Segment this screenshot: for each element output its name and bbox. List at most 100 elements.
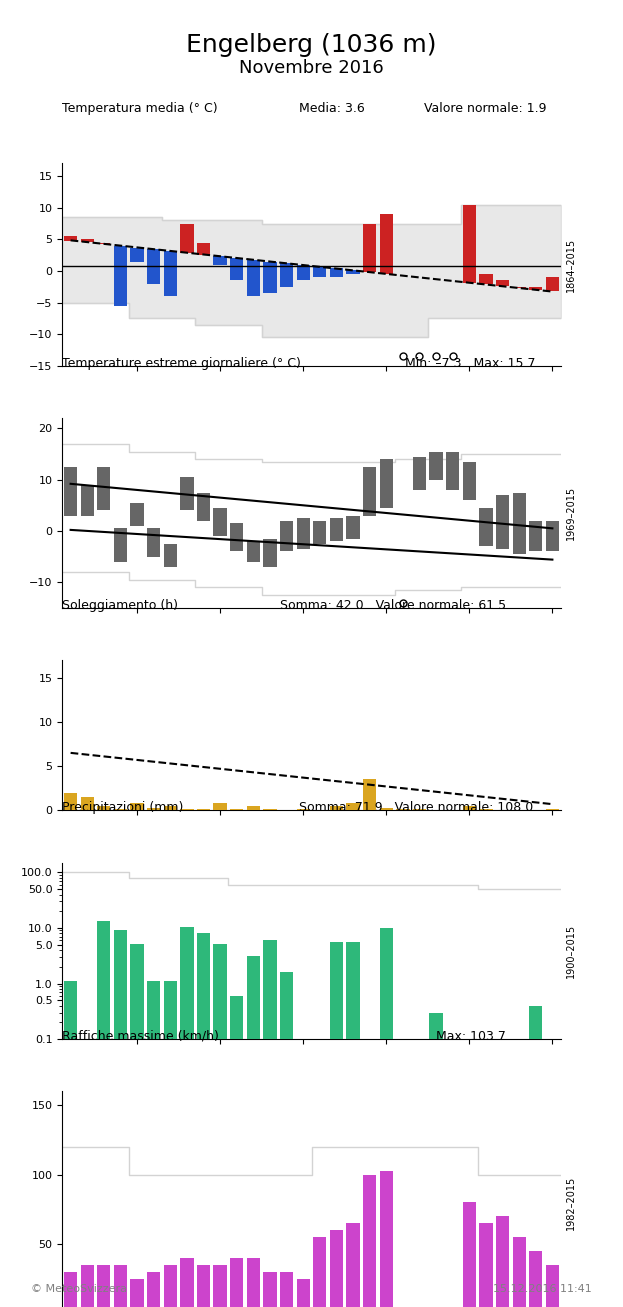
Bar (230, 259, 244, 281)
Bar (363, 779, 376, 810)
Bar (214, 804, 227, 810)
Bar (164, 251, 177, 297)
Bar (97, 467, 110, 511)
Bar (413, 809, 426, 810)
Bar (180, 1259, 194, 1307)
Bar (97, 921, 110, 1039)
Bar (147, 808, 160, 810)
Bar (529, 286, 543, 290)
Bar (463, 204, 476, 284)
Bar (64, 237, 77, 240)
Text: Valore normale: 1.9: Valore normale: 1.9 (424, 102, 546, 115)
Bar (130, 503, 144, 525)
Text: Somma: 42.0   Valore normale: 61.5: Somma: 42.0 Valore normale: 61.5 (280, 599, 506, 612)
Bar (546, 277, 559, 291)
Bar (214, 256, 227, 265)
Bar (180, 477, 194, 511)
Bar (479, 1223, 493, 1307)
Bar (247, 541, 260, 562)
Bar (346, 942, 359, 1039)
Bar (147, 982, 160, 1039)
Bar (496, 1217, 509, 1307)
Bar (64, 1272, 77, 1307)
Bar (264, 538, 277, 567)
Bar (214, 944, 227, 1039)
Bar (264, 1272, 277, 1307)
Bar (164, 982, 177, 1039)
Text: 1900–2015: 1900–2015 (566, 924, 576, 978)
Bar (513, 493, 526, 554)
Bar (264, 940, 277, 1039)
Bar (463, 461, 476, 501)
Bar (64, 792, 77, 810)
Bar (230, 1259, 244, 1307)
Bar (463, 806, 476, 810)
Text: Max: 103.7: Max: 103.7 (436, 1030, 506, 1043)
Bar (346, 1223, 359, 1307)
Text: 1982–2015: 1982–2015 (566, 1175, 576, 1230)
Bar (496, 495, 509, 549)
Bar (147, 528, 160, 557)
Bar (80, 1265, 94, 1307)
Bar (114, 1265, 127, 1307)
Bar (130, 247, 144, 261)
Bar (247, 1259, 260, 1307)
Bar (330, 1230, 343, 1307)
Text: Precipitazioni (mm): Precipitazioni (mm) (62, 801, 184, 814)
Bar (247, 957, 260, 1039)
Bar (379, 1171, 393, 1307)
Text: Media: 3.6: Media: 3.6 (299, 102, 365, 115)
Bar (80, 797, 94, 810)
Bar (529, 1251, 543, 1307)
Bar (363, 223, 376, 272)
Bar (114, 246, 127, 306)
Bar (346, 271, 359, 274)
Bar (180, 927, 194, 1039)
Bar (280, 972, 293, 1039)
Bar (230, 996, 244, 1039)
Text: 1969–2015: 1969–2015 (566, 486, 576, 540)
Bar (546, 1265, 559, 1307)
Bar (130, 1278, 144, 1307)
Bar (363, 467, 376, 515)
Bar (247, 806, 260, 810)
Bar (180, 223, 194, 252)
Bar (330, 942, 343, 1039)
Text: Novembre 2016: Novembre 2016 (239, 59, 384, 77)
Text: 1864–2015: 1864–2015 (566, 238, 576, 291)
Text: Engelberg (1036 m): Engelberg (1036 m) (186, 33, 437, 56)
Bar (529, 1005, 543, 1039)
Bar (97, 806, 110, 810)
Bar (379, 928, 393, 1039)
Bar (330, 268, 343, 277)
Text: Somma: 71.9   Valore normale: 108.0: Somma: 71.9 Valore normale: 108.0 (299, 801, 533, 814)
Bar (264, 261, 277, 293)
Bar (97, 1265, 110, 1307)
Bar (297, 518, 310, 549)
Bar (114, 528, 127, 562)
Bar (64, 982, 77, 1039)
Text: Soleggiamento (h): Soleggiamento (h) (62, 599, 178, 612)
Bar (479, 508, 493, 546)
Bar (413, 456, 426, 490)
Bar (546, 520, 559, 552)
Text: Raffiche massime (km/h): Raffiche massime (km/h) (62, 1030, 219, 1043)
Text: Temperatura media (° C): Temperatura media (° C) (62, 102, 218, 115)
Bar (197, 243, 210, 255)
Bar (429, 451, 443, 480)
Bar (313, 1238, 326, 1307)
Bar (230, 523, 244, 552)
Bar (363, 1175, 376, 1307)
Bar (280, 1272, 293, 1307)
Bar (147, 1272, 160, 1307)
Bar (197, 493, 210, 520)
Bar (280, 520, 293, 552)
Bar (197, 933, 210, 1039)
Bar (346, 804, 359, 810)
Bar (297, 1278, 310, 1307)
Bar (529, 520, 543, 552)
Bar (496, 281, 509, 286)
Text: © MeteoSvizzera: © MeteoSvizzera (31, 1283, 127, 1294)
Bar (247, 260, 260, 297)
Bar (147, 248, 160, 284)
